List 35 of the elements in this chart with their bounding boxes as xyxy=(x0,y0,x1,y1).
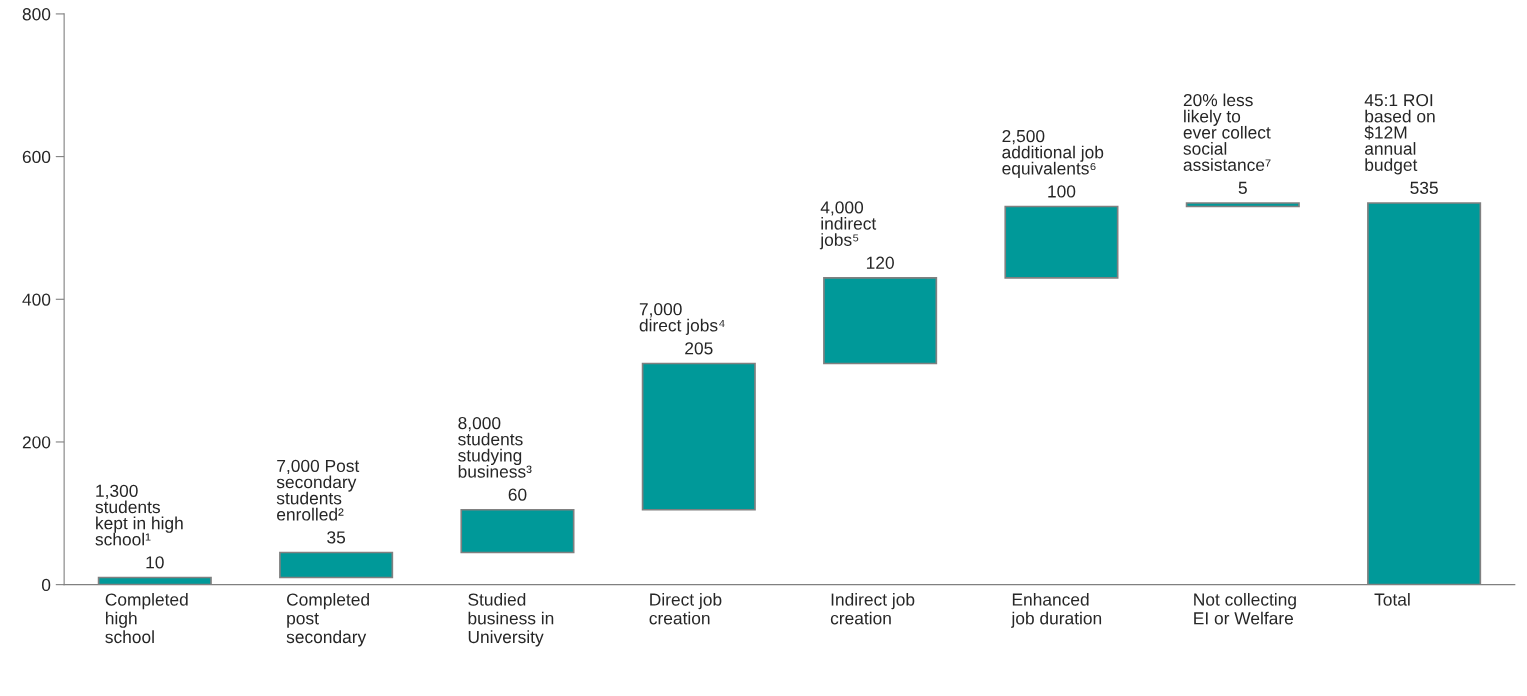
annotation: 7,000 Post secondary students enrolled² xyxy=(276,459,360,521)
x-tick-label: Indirect job creation xyxy=(830,592,915,625)
y-tick-label: 0 xyxy=(41,578,51,592)
x-tick-label: Direct job creation xyxy=(649,592,722,625)
annotation: 2,500 additional job equivalents⁶ xyxy=(1002,129,1104,178)
bar xyxy=(1004,205,1119,279)
x-tick-label: Enhanced job duration xyxy=(1011,592,1102,628)
annotation: 8,000 students studying business³ xyxy=(458,416,532,478)
data-label: 10 xyxy=(146,556,164,569)
bar xyxy=(823,277,938,365)
bar xyxy=(1185,202,1300,208)
data-label: 535 xyxy=(1410,181,1438,194)
bar xyxy=(641,362,756,511)
x-tick-label: Completed high school xyxy=(105,592,188,644)
x-tick-label: Total xyxy=(1374,592,1410,606)
x-tick-label: Completed post secondary xyxy=(286,592,369,647)
data-label: 35 xyxy=(327,531,346,544)
data-label: 205 xyxy=(685,342,713,355)
annotation: 1,300 students kept in high school¹ xyxy=(95,484,183,546)
y-tick-label: 200 xyxy=(22,436,51,449)
x-tick-label: Studied business in University xyxy=(468,592,554,647)
annotation: 4,000 indirect jobs⁵ xyxy=(819,201,877,250)
annotation: 20% less likely to ever collect social assistance⁷ xyxy=(1183,93,1271,171)
data-label: 120 xyxy=(866,256,894,269)
bar xyxy=(460,508,575,554)
data-label: 100 xyxy=(1048,185,1076,198)
bar xyxy=(279,551,394,579)
y-tick-label: 600 xyxy=(22,150,51,164)
y-tick-label: 400 xyxy=(22,293,51,306)
y-tick-label: 800 xyxy=(22,8,51,21)
data-label: 5 xyxy=(1238,181,1247,194)
data-label: 60 xyxy=(508,488,527,501)
annotation: 45:1 ROI based on $12M annual budget xyxy=(1364,93,1435,175)
x-tick-label: Not collecting EI or Welfare xyxy=(1194,592,1296,625)
annotation: 7,000 direct jobs⁴ xyxy=(639,303,725,335)
